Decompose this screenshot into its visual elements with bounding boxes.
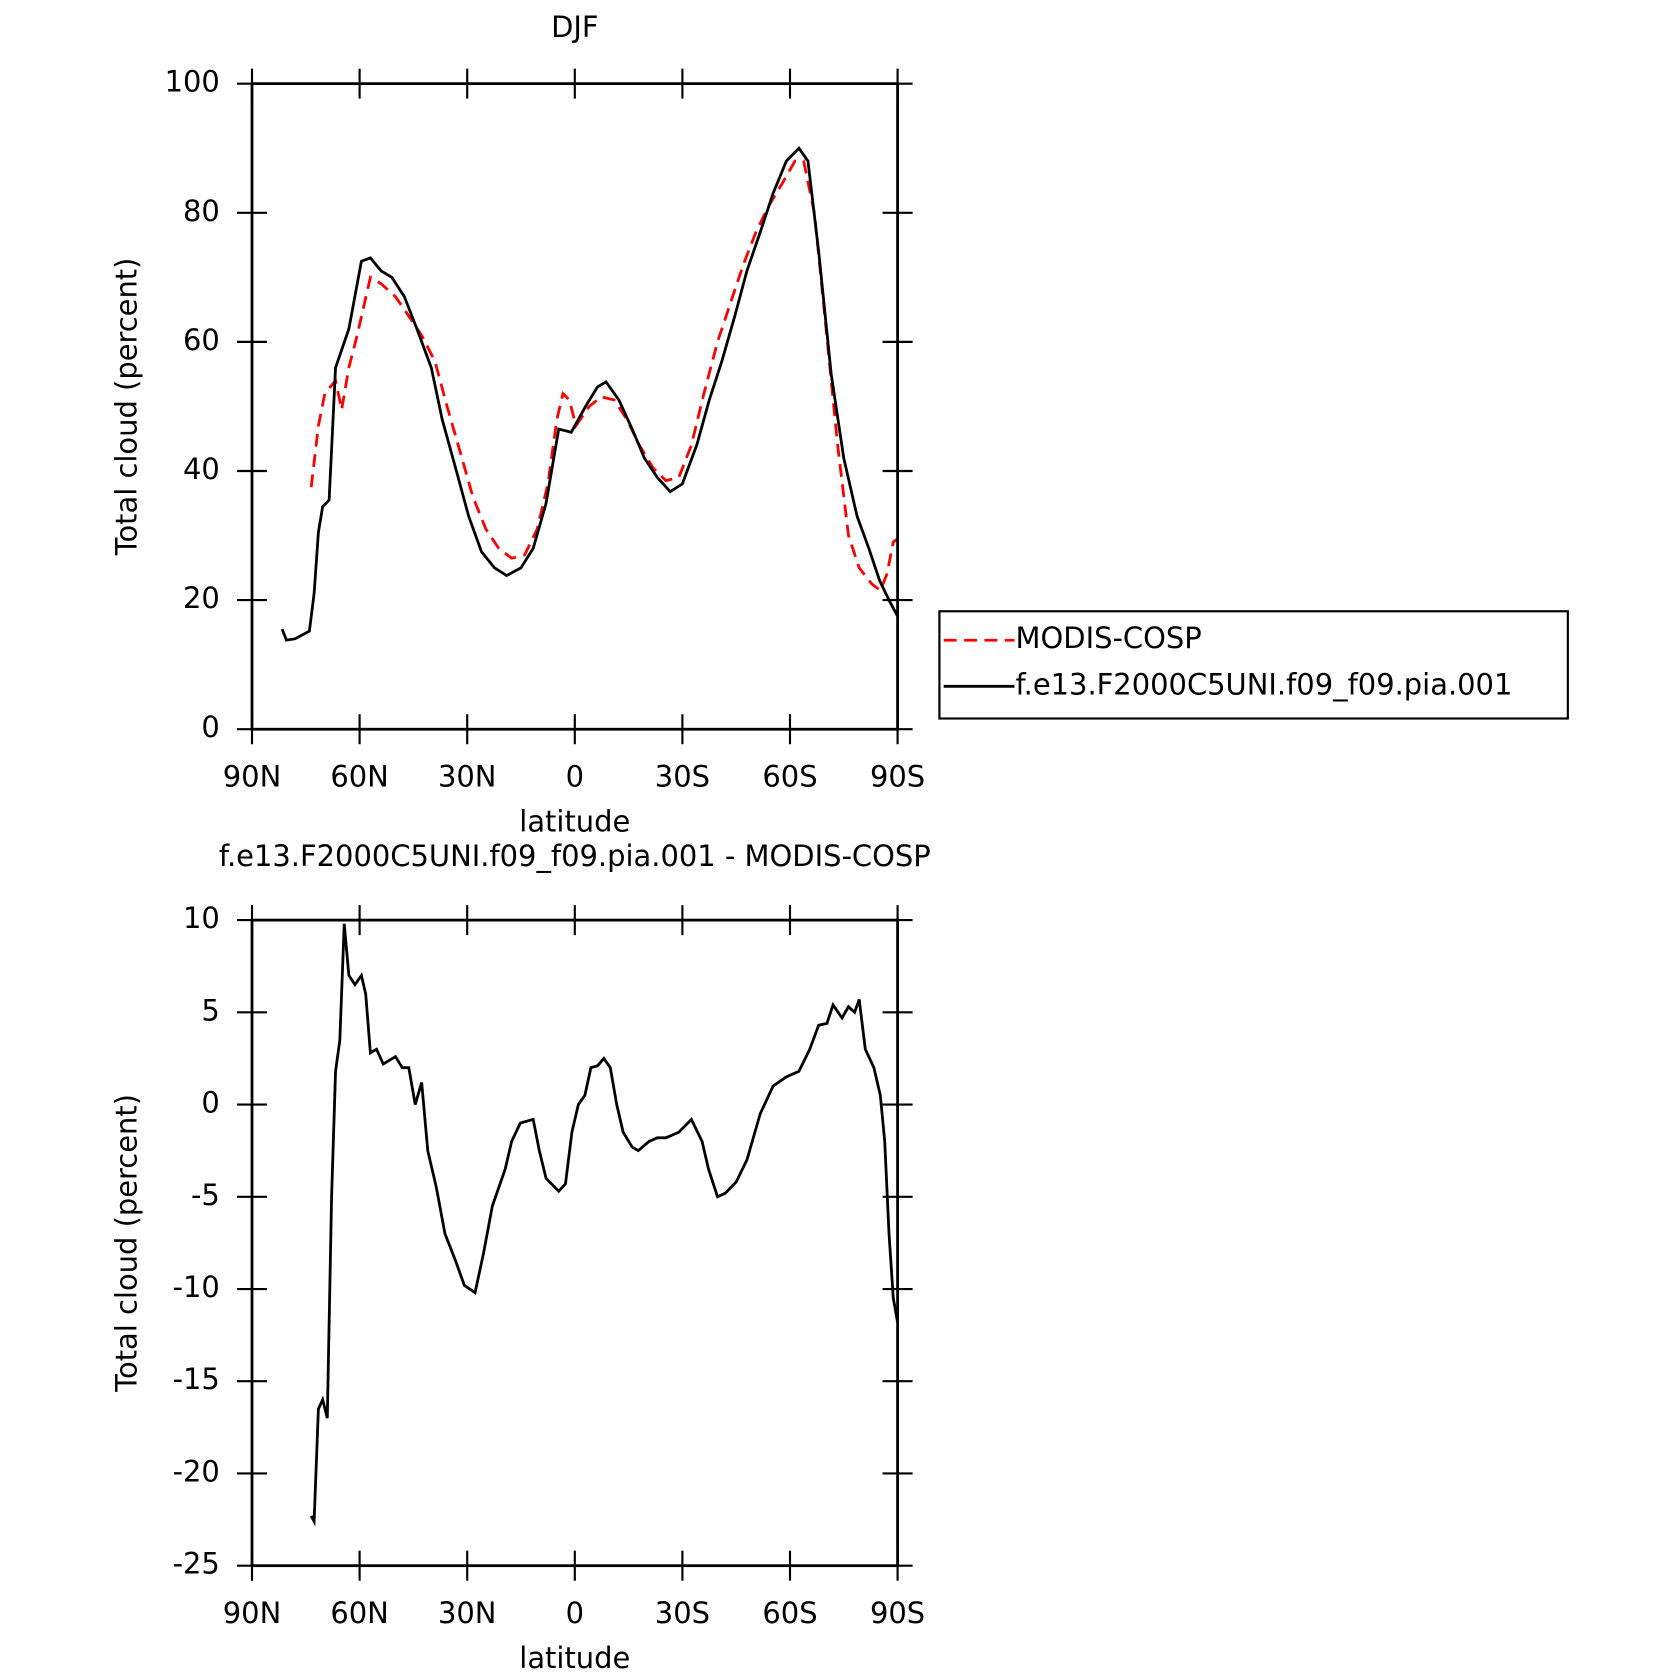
legend-box — [938, 610, 1569, 720]
y-tick-label: -15 — [173, 1362, 220, 1396]
y-tick-label: -20 — [173, 1454, 220, 1488]
x-tick-label: 30N — [438, 760, 496, 794]
x-tick-label: 60N — [330, 1596, 388, 1630]
x-tick-label: 30N — [438, 1596, 496, 1630]
y-axis-label: Total cloud (percent) — [110, 258, 144, 557]
legend-label: MODIS-COSP — [1016, 621, 1202, 655]
y-tick-label: -5 — [191, 1178, 220, 1212]
y-tick-label: 40 — [183, 452, 220, 486]
chart-title: f.e13.F2000C5UNI.f09_f09.pia.001 - MODIS… — [219, 839, 931, 873]
y-tick-label: 0 — [201, 1086, 219, 1120]
y-tick-label: 60 — [183, 323, 220, 357]
x-tick-label: 60S — [762, 760, 817, 794]
y-tick-label: 20 — [183, 581, 220, 615]
x-tick-label: 60S — [762, 1596, 817, 1630]
legend-label: f.e13.F2000C5UNI.f09_f09.pia.001 — [1016, 667, 1513, 701]
chart-title: DJF — [551, 10, 598, 44]
plot-frame — [250, 918, 899, 1568]
y-tick-label: 100 — [165, 65, 220, 99]
x-tick-label: 90S — [870, 760, 925, 794]
y-tick-label: 10 — [183, 901, 220, 935]
data-line — [309, 159, 899, 593]
x-tick-label: 30S — [655, 760, 710, 794]
x-axis-label: latitude — [519, 1641, 630, 1674]
legend: MODIS-COSP f.e13.F2000C5UNI.f09_f09.pia.0… — [938, 610, 1569, 720]
x-tick-label: 60N — [330, 760, 388, 794]
plot-frame — [250, 82, 899, 731]
data-line — [309, 923, 899, 1527]
y-axis-label: Total cloud (percent) — [110, 1094, 144, 1393]
x-tick-label: 90S — [870, 1596, 925, 1630]
data-line — [280, 146, 899, 642]
y-tick-label: 5 — [201, 993, 219, 1027]
y-tick-label: 80 — [183, 194, 220, 228]
x-tick-label: 30S — [655, 1596, 710, 1630]
y-tick-label: -10 — [173, 1270, 220, 1304]
x-tick-label: 90N — [223, 1596, 281, 1630]
x-tick-label: 0 — [566, 760, 584, 794]
x-axis-label: latitude — [519, 805, 630, 839]
x-tick-label: 90N — [223, 760, 281, 794]
y-tick-label: -25 — [173, 1547, 220, 1581]
x-tick-label: 0 — [566, 1596, 584, 1630]
y-tick-label: 0 — [201, 710, 219, 744]
